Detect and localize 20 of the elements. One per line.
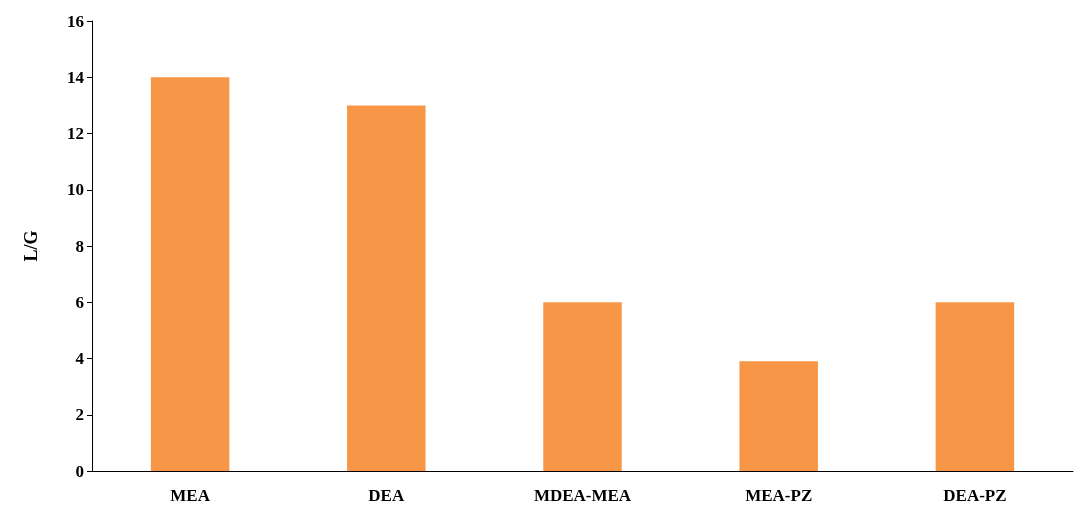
bar: [739, 361, 818, 471]
y-tick-label: 6: [75, 292, 84, 312]
y-tick-label: 2: [75, 405, 84, 425]
y-tick-label: 0: [75, 461, 84, 481]
x-tick-label: MEA: [170, 486, 211, 505]
y-tick-label: 10: [67, 180, 84, 200]
bar: [935, 302, 1015, 471]
y-tick-label: 14: [67, 67, 85, 87]
y-tick-label: 8: [75, 236, 84, 256]
x-tick-label: MDEA-MEA: [533, 486, 632, 505]
y-tick-label: 12: [67, 124, 84, 143]
y-tick-label: 4: [75, 349, 85, 368]
bar: [150, 77, 230, 471]
x-tick-label: MEA-PZ: [745, 486, 813, 505]
bar: [347, 105, 426, 471]
x-tick-label: DEA: [368, 486, 405, 505]
x-tick-label: DEA-PZ: [943, 486, 1007, 505]
y-tick-label: 16: [67, 11, 84, 31]
bar: [543, 302, 622, 471]
y-axis-title: L/G: [21, 230, 41, 262]
